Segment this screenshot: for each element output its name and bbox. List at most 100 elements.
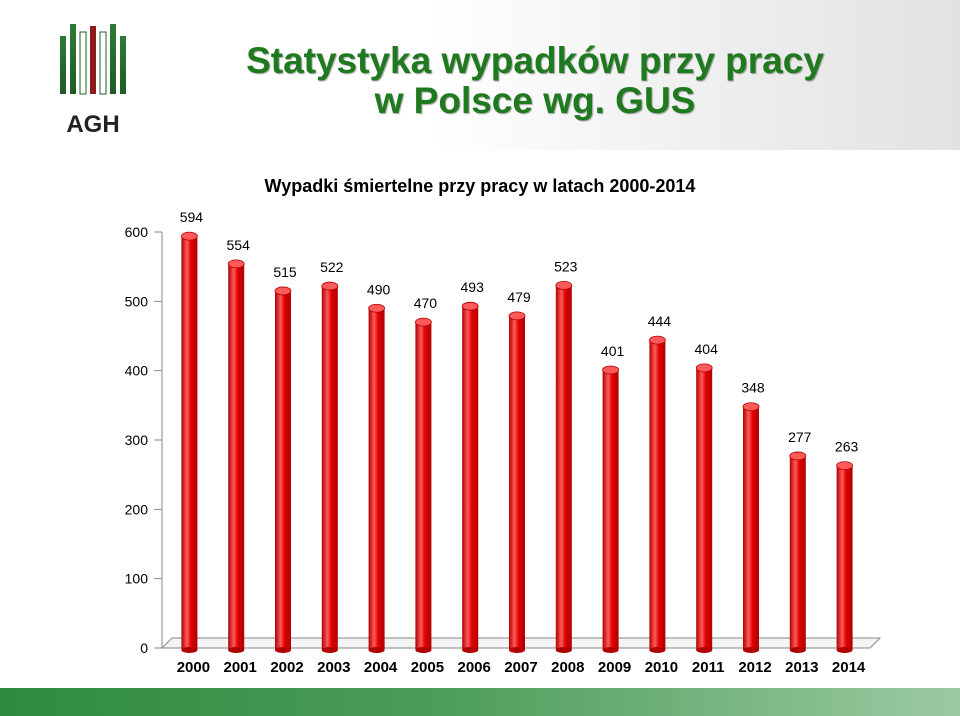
bar [274,286,292,653]
data-label: 444 [648,313,672,329]
bar-top [602,365,619,375]
bar-body [462,306,479,650]
x-tick-label: 2012 [738,659,771,676]
bar-top [274,286,292,296]
bar-body [415,322,432,650]
bar-base [509,647,525,653]
data-label: 522 [320,259,344,275]
bar-top [695,363,713,373]
data-label: 493 [461,279,485,295]
bar-base [743,647,759,653]
bar-base [836,647,853,653]
bar [414,317,432,653]
page-title: Statystyka wypadków przy pracy [246,40,824,81]
bar-body [181,236,198,650]
x-tick-label: 2007 [504,659,537,676]
page-subtitle: w Polsce wg. GUS [374,80,696,121]
y-tick-label: 500 [125,293,149,309]
bar [227,259,245,653]
data-label: 277 [788,429,812,445]
header-banner: AGH Statystyka wypadków przy pracy w Pol… [0,0,960,150]
data-label: 348 [741,380,765,396]
bar-body [321,286,338,650]
bar [695,363,713,653]
chart-title: Wypadki śmiertelne przy pracy w latach 2… [265,176,696,196]
logo-text: AGH [66,111,119,138]
data-label: 554 [227,237,251,253]
bar-body [509,315,525,650]
bar [742,402,760,653]
bar-body [602,369,619,650]
footer-band [0,688,960,716]
bar [789,451,807,653]
bar-top [508,311,526,321]
bar [508,311,526,653]
x-tick-label: 2003 [317,659,350,676]
bar-body [836,465,853,650]
bar [461,301,479,653]
bar [602,365,619,653]
bar [555,280,573,653]
bar [368,303,386,653]
bar-chart: Wypadki śmiertelne przy pracy w latach 2… [125,176,882,676]
data-label: 594 [180,209,204,225]
bar-top [789,451,807,461]
bar-base [555,647,572,653]
bar-body [696,367,713,650]
y-tick-label: 200 [125,501,149,517]
data-label: 401 [601,343,625,359]
x-tick-label: 2011 [692,659,725,676]
bar-base [696,647,713,653]
bar-base [275,647,291,653]
x-tick-label: 2008 [551,659,584,676]
data-label: 523 [554,258,578,274]
bar-base [649,647,666,653]
x-tick-label: 2001 [224,659,257,676]
data-label: 479 [507,289,531,305]
bar-top [414,317,432,327]
bar-top [742,402,760,412]
y-tick-label: 0 [140,640,148,656]
chart-data-labels: 594 554 515 522 490 470 493 479 523 401 444 404 348 2… [180,209,859,454]
x-tick-label: 2005 [411,659,444,676]
data-label: 263 [835,439,859,455]
bar-base [368,647,385,653]
bar-top [227,259,245,269]
bar-body [275,290,291,650]
x-tick-label: 2009 [598,659,631,676]
data-label: 470 [414,295,438,311]
bar-top [461,301,479,311]
data-label: 404 [695,341,719,357]
bar-body [368,308,385,650]
y-tick-label: 100 [125,571,149,587]
data-label: 515 [273,264,297,280]
bar-top [321,281,339,291]
x-tick-label: 2014 [832,659,866,676]
bar-base [602,647,619,653]
y-tick-label: 300 [125,432,149,448]
bar-top [649,335,666,345]
bar [649,335,666,653]
bar-body [789,455,806,650]
bar-top [180,231,198,241]
bar-top [836,461,853,471]
x-tick-label: 2000 [177,659,210,676]
bar-body [555,285,572,650]
y-tick-label: 600 [125,224,149,240]
bar [836,461,853,653]
x-tick-label: 2004 [364,659,398,676]
data-label: 490 [367,281,391,297]
chart-bars [180,231,853,653]
bar-top [555,280,573,290]
bar-base [181,647,198,653]
x-tick-label: 2002 [270,659,303,676]
bar-base [415,647,432,653]
bar-base [228,647,245,653]
agh-logo: AGH [60,24,126,138]
bar-base [321,647,338,653]
x-tick-label: 2006 [458,659,491,676]
bar [180,231,198,653]
bar-body [649,340,666,650]
bar [321,281,339,653]
y-tick-label: 400 [125,363,149,379]
